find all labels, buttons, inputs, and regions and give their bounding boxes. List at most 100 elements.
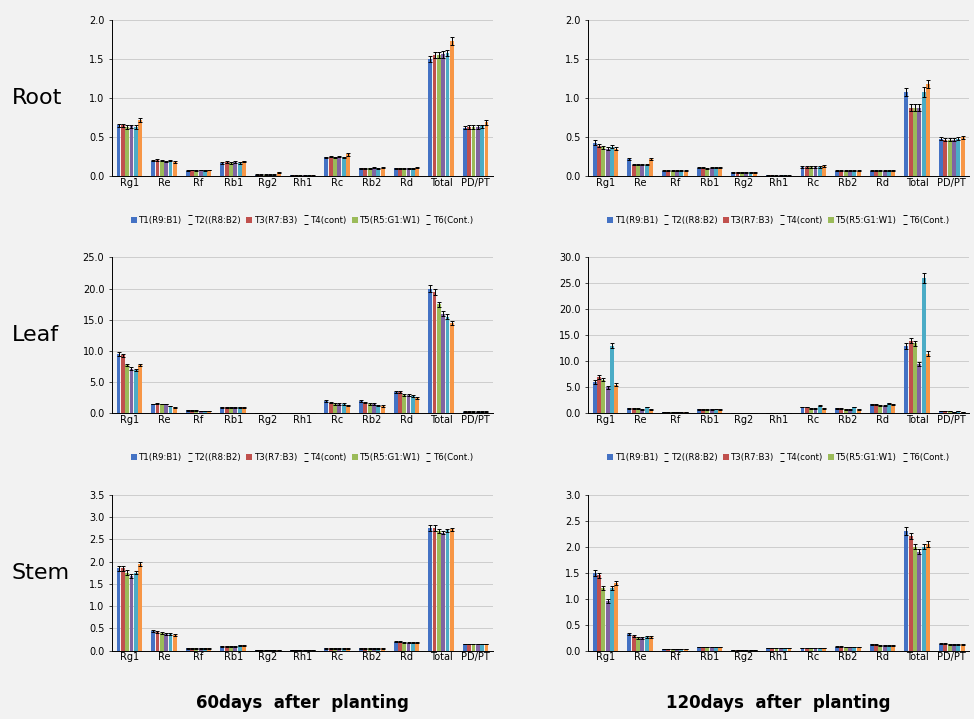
Bar — [381, 406, 385, 413]
Bar — [445, 53, 449, 176]
Bar — [186, 649, 190, 651]
Bar — [766, 175, 769, 176]
Bar — [346, 155, 350, 176]
Bar — [679, 170, 683, 176]
Bar — [636, 408, 640, 413]
Bar — [874, 170, 878, 176]
Bar — [376, 406, 380, 413]
Bar — [298, 175, 302, 176]
Bar — [926, 354, 930, 413]
Bar — [199, 411, 203, 413]
Bar — [905, 92, 909, 176]
Bar — [411, 643, 415, 651]
Bar — [450, 529, 454, 651]
Bar — [463, 644, 467, 651]
Bar — [445, 316, 449, 413]
Bar — [172, 635, 176, 651]
Bar — [359, 168, 363, 176]
Bar — [333, 649, 337, 651]
Bar — [909, 536, 913, 651]
Bar — [891, 404, 895, 413]
Bar — [441, 55, 445, 176]
Bar — [333, 157, 337, 176]
Bar — [905, 531, 909, 651]
Bar — [207, 411, 211, 413]
Bar — [887, 403, 891, 413]
Bar — [840, 646, 843, 651]
Bar — [627, 159, 631, 176]
Bar — [471, 644, 475, 651]
Bar — [822, 648, 826, 651]
Text: Stem: Stem — [12, 563, 70, 582]
Bar — [476, 127, 480, 176]
Bar — [190, 170, 194, 176]
Legend: T1(R9:B1), T2((R8:B2), T3(R7:B3), T4(cont), T5(R5:G1:W1), T6(Cont.): T1(R9:B1), T2((R8:B2), T3(R7:B3), T4(con… — [130, 215, 475, 226]
Bar — [921, 278, 925, 413]
Bar — [671, 170, 675, 176]
Bar — [324, 401, 328, 413]
Bar — [848, 409, 852, 413]
Bar — [121, 126, 125, 176]
Bar — [774, 175, 778, 176]
Bar — [138, 120, 142, 176]
Bar — [835, 408, 839, 413]
Bar — [944, 644, 948, 651]
Bar — [805, 167, 808, 176]
Bar — [450, 323, 454, 413]
Bar — [367, 404, 371, 413]
Bar — [277, 173, 281, 176]
Bar — [675, 649, 679, 651]
Bar — [441, 533, 445, 651]
Bar — [160, 404, 164, 413]
Bar — [874, 404, 878, 413]
Bar — [207, 649, 211, 651]
Bar — [822, 166, 826, 176]
Bar — [593, 383, 597, 413]
Bar — [879, 405, 882, 413]
Bar — [956, 644, 960, 651]
Bar — [696, 168, 700, 176]
Bar — [138, 365, 142, 413]
Bar — [939, 644, 943, 651]
Bar — [705, 647, 709, 651]
Bar — [225, 162, 229, 176]
Bar — [328, 649, 332, 651]
Bar — [328, 157, 332, 176]
Bar — [731, 650, 735, 651]
Bar — [835, 646, 839, 651]
Bar — [255, 650, 259, 651]
Bar — [593, 572, 597, 651]
Bar — [463, 411, 467, 413]
Bar — [381, 168, 385, 176]
Bar — [813, 167, 817, 176]
Bar — [879, 170, 882, 176]
Bar — [749, 173, 753, 176]
Bar — [666, 170, 670, 176]
Bar — [441, 313, 445, 413]
Bar — [151, 160, 155, 176]
Bar — [190, 649, 194, 651]
Bar — [117, 354, 121, 413]
Bar — [805, 648, 808, 651]
Bar — [169, 160, 172, 176]
Bar — [960, 644, 964, 651]
Bar — [840, 408, 843, 413]
Bar — [432, 55, 436, 176]
Bar — [480, 411, 484, 413]
Bar — [445, 531, 449, 651]
Bar — [169, 406, 172, 413]
Bar — [303, 175, 307, 176]
Legend: T1(R9:B1), T2((R8:B2), T3(R7:B3), T4(cont), T5(R5:G1:W1), T6(Cont.): T1(R9:B1), T2((R8:B2), T3(R7:B3), T4(con… — [606, 452, 952, 463]
Bar — [843, 170, 847, 176]
Bar — [234, 162, 238, 176]
Bar — [126, 365, 130, 413]
Bar — [718, 168, 722, 176]
Bar — [363, 403, 367, 413]
Bar — [264, 175, 268, 176]
Bar — [735, 173, 739, 176]
Bar — [615, 385, 618, 413]
Bar — [921, 546, 925, 651]
Bar — [138, 564, 142, 651]
Bar — [649, 636, 653, 651]
Bar — [843, 409, 847, 413]
